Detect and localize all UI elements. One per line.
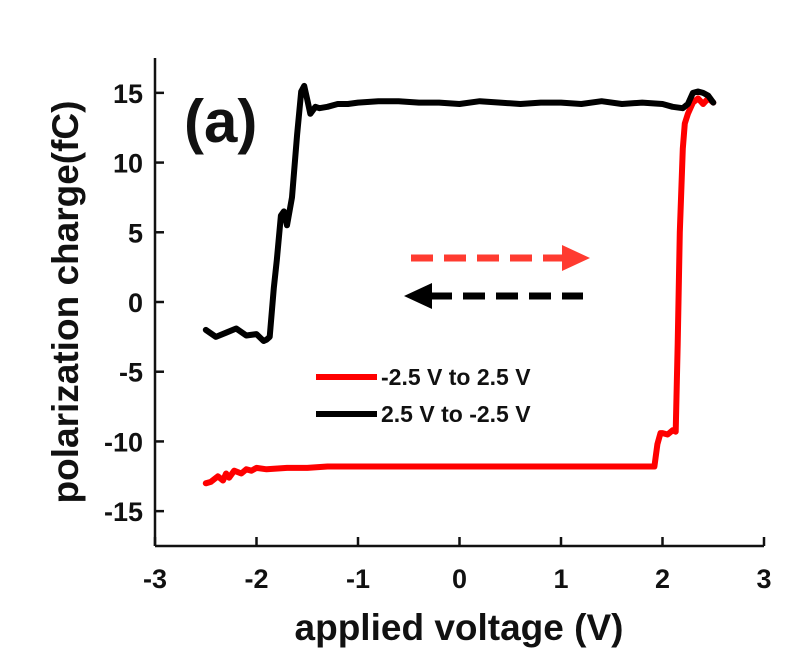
series-layer [202,82,717,487]
y-tick-label: 10 [113,149,143,179]
left-arrow-head [404,283,432,309]
y-axis-title: polarization charge(fC) [45,101,86,504]
x-tick-label: 2 [655,564,670,594]
x-tick-label: 1 [553,564,568,594]
legend: -2.5 V to 2.5 V 2.5 V to -2.5 V [316,364,531,427]
y-ticks: -15 -10 -5 0 5 10 15 [104,79,164,527]
y-tick-label: -15 [104,497,143,527]
legend-item-black: 2.5 V to -2.5 V [316,401,531,427]
y-tick-label: -10 [104,427,143,457]
x-axis-title: applied voltage (V) [295,607,624,648]
left-arrow [404,283,583,309]
y-tick-label: -5 [119,358,143,388]
x-tick-label: 3 [756,564,771,594]
y-tick-label: 0 [128,288,143,318]
right-arrow-head [562,245,590,271]
x-tick-label: -2 [244,564,268,594]
panel-label: (a) [184,88,257,155]
series-line-red [202,95,717,487]
x-tick-label: -1 [346,564,370,594]
legend-label-black: 2.5 V to -2.5 V [381,401,531,427]
y-tick-label: 5 [128,218,143,248]
x-tick-label: 0 [452,564,467,594]
series-line-black [202,82,717,344]
x-tick-label: -3 [143,564,167,594]
right-arrow [411,245,590,271]
x-ticks: -3 -2 -1 0 1 2 3 [143,537,772,594]
legend-label-red: -2.5 V to 2.5 V [381,364,531,390]
y-tick-label: 15 [113,79,143,109]
direction-arrows [404,245,590,309]
legend-item-red: -2.5 V to 2.5 V [316,364,531,390]
